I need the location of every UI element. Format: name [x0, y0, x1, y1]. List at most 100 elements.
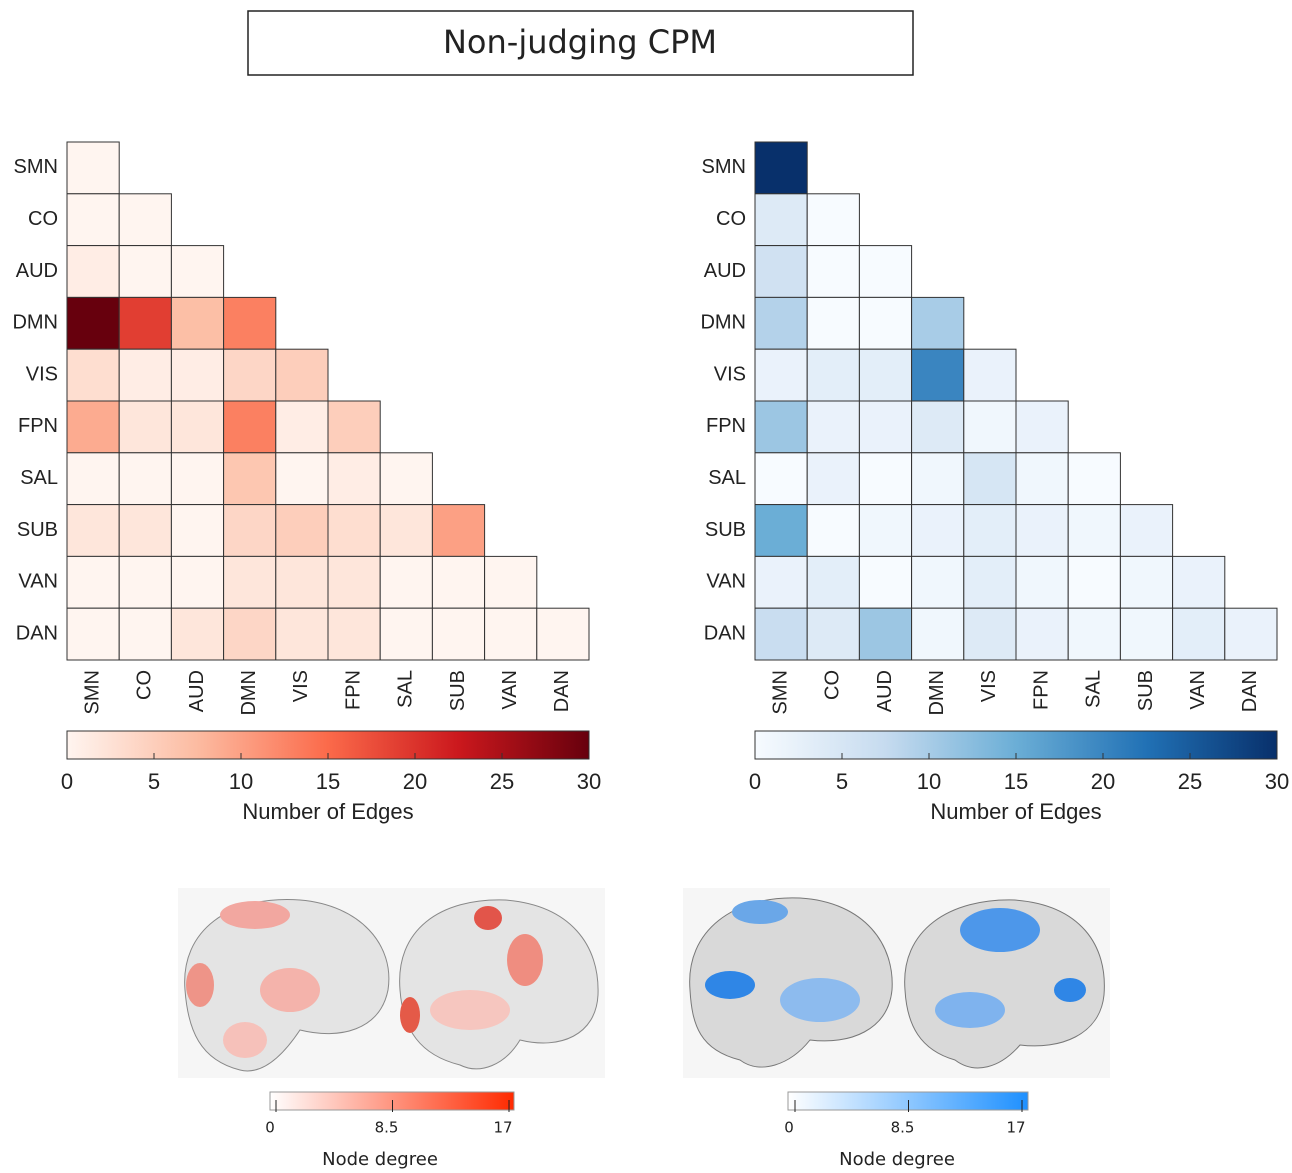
- column-label: SMN: [769, 670, 791, 714]
- heatmap-cell: [66, 141, 120, 195]
- colorbar-label: Number of Edges: [930, 799, 1101, 824]
- heatmap-cell: [754, 348, 808, 402]
- brain-patch: [1054, 978, 1086, 1002]
- colorbar-tick-label: 0: [784, 1119, 794, 1137]
- column-label: VAN: [499, 670, 521, 710]
- heatmap-cell: [963, 607, 1017, 661]
- colorbar-tick-label: 10: [229, 769, 253, 794]
- colorbar-tick-label: 5: [836, 769, 848, 794]
- column-label: SAL: [395, 670, 417, 708]
- heatmap-cell: [858, 296, 913, 350]
- colorbar-label: Node degree: [322, 1149, 438, 1170]
- heatmap-cell: [1172, 555, 1226, 609]
- heatmap-cell: [327, 452, 381, 506]
- heatmap-cell: [858, 607, 913, 661]
- heatmap-cell: [806, 296, 860, 350]
- heatmap-cell: [484, 555, 538, 609]
- heatmap-cell: [66, 193, 120, 247]
- heatmap-cell: [327, 555, 381, 609]
- colorbar-tick-label: 25: [490, 769, 514, 794]
- heatmap-cell: [66, 400, 120, 454]
- heatmap-cell: [1067, 607, 1121, 661]
- heatmap-cell: [1067, 555, 1121, 609]
- colorbar-tick-label: 8.5: [375, 1119, 399, 1137]
- heatmap-cell: [118, 193, 172, 247]
- heatmap-cell: [963, 452, 1017, 506]
- column-label: AUD: [186, 670, 208, 712]
- brain-patch: [935, 992, 1005, 1028]
- heatmap-cell: [170, 400, 225, 454]
- heatmap-cell: [484, 607, 538, 661]
- row-label: VIS: [26, 363, 58, 385]
- heatmap-cell: [806, 504, 860, 557]
- heatmap-cell: [754, 245, 808, 298]
- heatmap-cell: [1067, 452, 1121, 506]
- heatmap-cell: [118, 245, 172, 298]
- heatmap-cell: [963, 400, 1017, 454]
- heatmap-cell: [1224, 607, 1278, 661]
- heatmap-cell: [275, 555, 329, 609]
- heatmap-cell: [66, 607, 120, 661]
- colorbar-tick-label: 0: [61, 769, 73, 794]
- heatmap-cell: [806, 193, 860, 247]
- heatmap-cell: [963, 504, 1017, 557]
- heatmap-cell: [118, 607, 172, 661]
- row-label: CO: [716, 208, 746, 230]
- heatmap-cell: [754, 296, 808, 350]
- column-label: FPN: [342, 670, 364, 710]
- heatmap-cell: [275, 400, 329, 454]
- heatmap-cell: [754, 555, 808, 609]
- heatmap-cell: [379, 607, 433, 661]
- heatmap-cell: [858, 452, 913, 506]
- heatmap-cell: [1172, 607, 1226, 661]
- heatmap-cell: [431, 504, 486, 557]
- row-label: FPN: [18, 415, 58, 437]
- heatmap-cell: [1015, 555, 1069, 609]
- colorbar-tick-label: 15: [316, 769, 340, 794]
- row-label: CO: [28, 208, 58, 230]
- heatmap-cell: [911, 348, 965, 402]
- colorbar-tick-label: 17: [1006, 1119, 1025, 1137]
- column-label: AUD: [874, 670, 896, 712]
- colorbar-tick-label: 17: [493, 1119, 512, 1137]
- column-label: VAN: [1187, 670, 1209, 710]
- colorbar-tick-label: 20: [1091, 769, 1115, 794]
- heatmap-cell: [858, 245, 913, 298]
- heatmap-cell: [170, 504, 225, 557]
- heatmap-cell: [806, 555, 860, 609]
- brain-patch: [220, 901, 290, 929]
- heatmap-cell: [170, 348, 225, 402]
- heatmap-cell: [118, 400, 172, 454]
- heatmap-cell: [431, 555, 486, 609]
- brain-patch: [186, 963, 214, 1007]
- row-label: VAN: [18, 571, 58, 593]
- heatmap-cell: [1015, 607, 1069, 661]
- heatmap-cell: [223, 400, 277, 454]
- title-box: [247, 10, 914, 76]
- heatmap-cell: [223, 555, 277, 609]
- heatmap-cell: [379, 555, 433, 609]
- brain-right: [683, 888, 1110, 1078]
- heatmap-cell: [170, 607, 225, 661]
- heatmap-cell: [1015, 400, 1069, 454]
- heatmap-cell: [858, 555, 913, 609]
- heatmap-cell: [911, 296, 965, 350]
- row-label: SUB: [17, 519, 58, 541]
- colorbar-tick-label: 0: [749, 769, 761, 794]
- colorbar-tick-label: 15: [1004, 769, 1028, 794]
- row-label: SAL: [708, 467, 746, 489]
- heatmap-cell: [806, 348, 860, 402]
- heatmap-cell: [223, 607, 277, 661]
- colorbar-tick-label: 5: [148, 769, 160, 794]
- heatmap-cell: [327, 607, 381, 661]
- heatmap-cell: [858, 348, 913, 402]
- column-label: SMN: [81, 670, 103, 714]
- heatmap-cell: [66, 348, 120, 402]
- brain-patch: [960, 908, 1040, 952]
- heatmap-cell: [66, 245, 120, 298]
- brain-patch: [705, 971, 755, 999]
- heatmap-cell: [170, 245, 225, 298]
- heatmap-cell: [275, 452, 329, 506]
- heatmap-cell: [275, 348, 329, 402]
